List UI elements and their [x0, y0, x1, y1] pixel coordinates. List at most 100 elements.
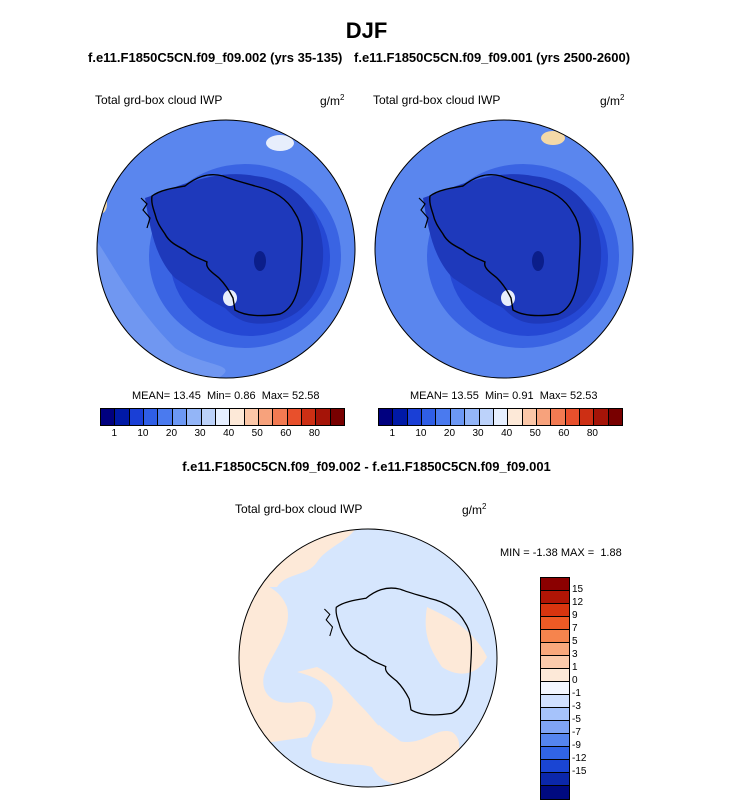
colorbar-tick-label: 30 — [472, 428, 484, 439]
colorbar-tick-label: 1 — [111, 428, 118, 439]
colorbar-swatch — [393, 409, 408, 425]
colorbar-swatch — [541, 760, 569, 773]
colorbar-tick-label: 1 — [389, 428, 396, 439]
colorbar-tick-label: 40 — [501, 428, 513, 439]
colorbar-tick-label: 9 — [572, 610, 578, 621]
colorbar-swatch — [565, 409, 581, 425]
colorbar-swatch — [316, 409, 331, 425]
season-title: DJF — [345, 18, 388, 43]
colorbar-swatch — [407, 409, 423, 425]
colorbar-swatch — [541, 630, 569, 643]
right-variable-label: Total grd-box cloud IWP — [373, 93, 501, 107]
left-polar-map — [96, 119, 356, 379]
colorbar-swatch — [541, 773, 569, 786]
difference-polar-map — [238, 528, 498, 788]
colorbar-swatch — [594, 409, 609, 425]
colorbar-swatch — [541, 695, 569, 708]
colorbar-swatch — [187, 409, 202, 425]
colorbar-tick-label: 5 — [572, 636, 578, 647]
difference-colorbar — [540, 577, 570, 800]
diff-min: -1.38 — [532, 547, 558, 559]
colorbar-tick-label: 20 — [443, 428, 456, 439]
diff-units-label: g/m2 — [462, 502, 487, 517]
colorbar-swatch — [287, 409, 303, 425]
left-colorbar-labels: 1 10 20 30 40 50 60 80 — [100, 428, 343, 442]
colorbar-swatch — [541, 734, 569, 747]
colorbar-tick-label: 60 — [558, 428, 570, 439]
colorbar-swatch — [541, 669, 569, 682]
colorbar-tick-label: 30 — [194, 428, 206, 439]
colorbar-tick-label: -1 — [572, 688, 581, 699]
diff-variable-label: Total grd-box cloud IWP — [235, 502, 363, 516]
colorbar-tick-label: 50 — [529, 428, 541, 439]
colorbar-swatch — [541, 708, 569, 721]
right-min: 0.91 — [512, 390, 534, 402]
colorbar-swatch — [541, 786, 569, 799]
colorbar-swatch — [379, 409, 394, 425]
colorbar-swatch — [541, 591, 569, 604]
difference-colorbar-labels: 15 12 9 7 5 3 1 0 -1 -3 -5 -7 -9 -12 -15 — [572, 577, 612, 802]
left-colorbar — [100, 408, 345, 426]
colorbar-swatch — [541, 578, 569, 591]
colorbar-swatch — [541, 721, 569, 734]
right-colorbar-labels: 1 10 20 30 40 50 60 80 — [378, 428, 621, 442]
colorbar-tick-label: 60 — [280, 428, 292, 439]
left-stats: MEAN= 13.45 Min= 0.86 Max= 52.58 — [132, 390, 320, 402]
colorbar-swatch — [541, 682, 569, 695]
colorbar-swatch — [522, 409, 537, 425]
difference-title: f.e11.F1850C5CN.f09_f09.002 - f.e11.F185… — [182, 459, 551, 474]
colorbar-swatch — [129, 409, 145, 425]
right-colorbar — [378, 408, 623, 426]
colorbar-swatch — [541, 617, 569, 630]
left-case-title: f.e11.F1850C5CN.f09_f09.002 (yrs 35-135) — [88, 50, 343, 65]
left-variable-label: Total grd-box cloud IWP — [95, 93, 223, 107]
right-stats: MEAN= 13.55 Min= 0.91 Max= 52.53 — [410, 390, 598, 402]
colorbar-swatch — [493, 409, 509, 425]
colorbar-swatch — [244, 409, 259, 425]
colorbar-swatch — [273, 409, 288, 425]
colorbar-swatch — [422, 409, 437, 425]
colorbar-swatch — [115, 409, 130, 425]
colorbar-tick-label: -15 — [572, 766, 587, 777]
right-max: 52.53 — [569, 390, 598, 402]
colorbar-swatch — [541, 656, 569, 669]
colorbar-swatch — [541, 604, 569, 617]
colorbar-tick-label: 12 — [572, 597, 584, 608]
colorbar-swatch — [479, 409, 494, 425]
diff-minmax: MIN = -1.38 MAX = 1.88 — [500, 547, 622, 559]
left-mean: 13.45 — [173, 390, 201, 402]
colorbar-swatch — [450, 409, 466, 425]
colorbar-tick-label: 0 — [572, 675, 578, 686]
colorbar-tick-label: 3 — [572, 649, 578, 660]
colorbar-swatch — [608, 409, 623, 425]
colorbar-tick-label: 7 — [572, 623, 578, 634]
colorbar-swatch — [230, 409, 245, 425]
colorbar-swatch — [551, 409, 566, 425]
colorbar-swatch — [201, 409, 216, 425]
colorbar-tick-label: -3 — [572, 701, 581, 712]
colorbar-swatch — [580, 409, 595, 425]
colorbar-tick-label: -12 — [572, 753, 587, 764]
colorbar-swatch — [215, 409, 231, 425]
colorbar-tick-label: -7 — [572, 727, 581, 738]
colorbar-tick-label: 80 — [586, 428, 598, 439]
colorbar-swatch — [158, 409, 173, 425]
left-units-label: g/m2 — [320, 93, 345, 108]
colorbar-swatch — [536, 409, 552, 425]
colorbar-swatch — [508, 409, 523, 425]
colorbar-swatch — [172, 409, 188, 425]
right-case-title: f.e11.F1850C5CN.f09_f09.001 (yrs 2500-26… — [354, 50, 631, 65]
colorbar-tick-label: 15 — [572, 584, 584, 595]
colorbar-swatch — [541, 643, 569, 656]
right-mean: 13.55 — [451, 390, 479, 402]
colorbar-tick-label: -9 — [572, 740, 581, 751]
diff-max: 1.88 — [600, 547, 622, 559]
colorbar-tick-label: 50 — [251, 428, 263, 439]
colorbar-tick-label: 1 — [572, 662, 578, 673]
colorbar-swatch — [541, 747, 569, 760]
colorbar-tick-label: 10 — [137, 428, 149, 439]
colorbar-swatch — [144, 409, 159, 425]
left-min: 0.86 — [234, 390, 256, 402]
colorbar-swatch — [330, 409, 345, 425]
colorbar-swatch — [258, 409, 274, 425]
